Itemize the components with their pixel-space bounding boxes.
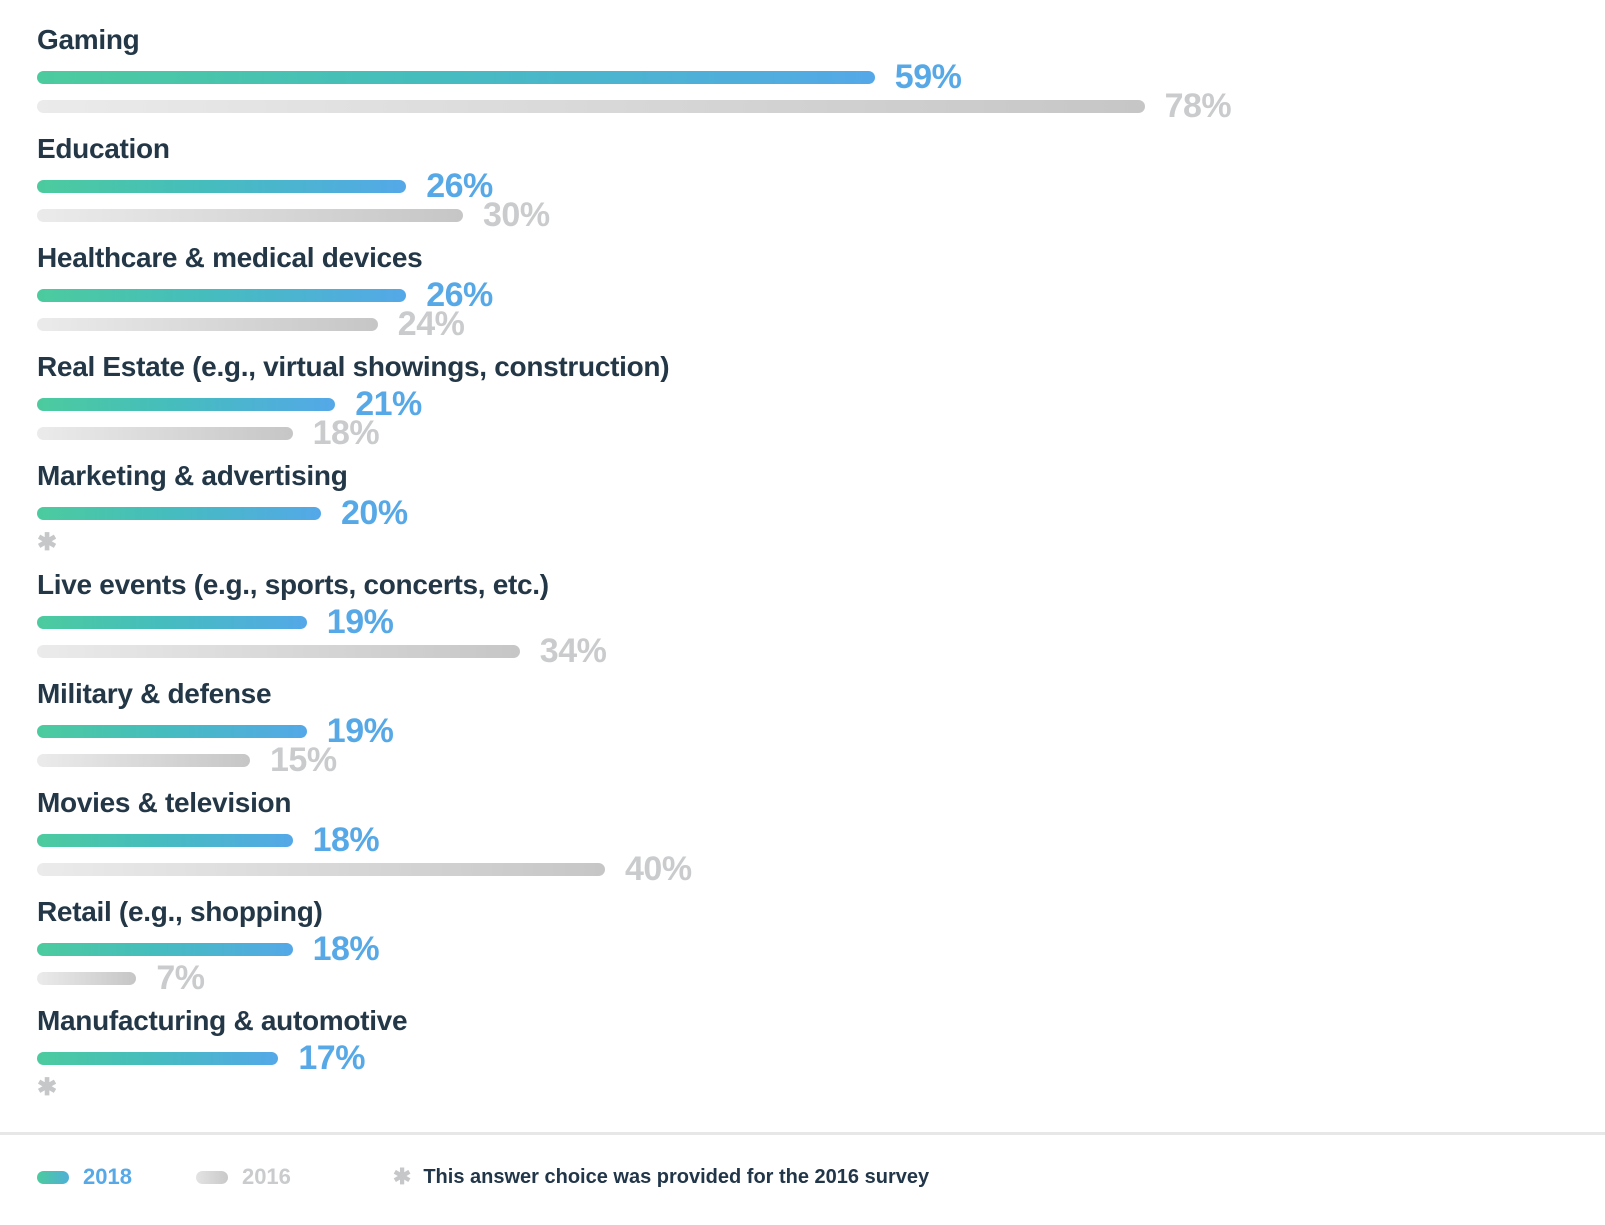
bar-2018 xyxy=(37,180,407,193)
bar-2016 xyxy=(37,645,520,658)
bar-line-2018: 21% xyxy=(37,385,1605,423)
category-label: Military & defense xyxy=(37,678,272,709)
bar-line-2016-missing: ✱ xyxy=(37,528,1605,557)
value-label-2018: 17% xyxy=(298,1039,365,1077)
category-label: Manufacturing & automotive xyxy=(37,1005,408,1036)
bar-line-2016: 40% xyxy=(37,850,1605,888)
bar-line-2018: 26% xyxy=(37,167,1605,205)
category-label: Education xyxy=(37,133,170,164)
bar-2016 xyxy=(37,754,250,767)
category-label: Gaming xyxy=(37,24,140,55)
chart-row-education: Education 26% 30% xyxy=(37,133,1605,234)
value-label-2018: 19% xyxy=(326,712,394,750)
bar-line-2016: 24% xyxy=(37,305,1605,343)
bar-line-2018: 19% xyxy=(37,603,1605,641)
bar-2018 xyxy=(37,616,307,629)
chart-row-healthcare: Healthcare & medical devices 26% 24% xyxy=(37,242,1605,343)
bar-2016 xyxy=(37,972,137,985)
chart-row-manufacturing: Manufacturing & automotive 17% ✱ xyxy=(37,1007,1605,1102)
bar-2016 xyxy=(37,100,1145,113)
asterisk-icon: ✱ xyxy=(37,529,58,556)
bar-line-2016: 34% xyxy=(37,632,1605,670)
value-label-2018: 18% xyxy=(312,821,380,859)
bar-2016 xyxy=(37,318,378,331)
legend-label-2016: 2016 xyxy=(241,1164,291,1189)
bar-line-2018: 20% xyxy=(37,494,1605,532)
value-label-2016: 78% xyxy=(1164,87,1232,125)
bar-line-2018: 59% xyxy=(37,58,1605,96)
bar-line-2016: 7% xyxy=(37,959,1605,997)
bar-line-2018: 26% xyxy=(37,276,1605,314)
value-label-2016: 15% xyxy=(270,741,337,779)
value-label-2018: 20% xyxy=(341,494,408,532)
value-label-2018: 18% xyxy=(312,930,380,968)
bar-line-2018: 19% xyxy=(37,712,1605,750)
bar-2018 xyxy=(37,1052,279,1065)
bar-2018 xyxy=(37,834,293,847)
bar-2018 xyxy=(37,725,307,738)
asterisk-icon: ✱ xyxy=(392,1164,412,1189)
divider-line xyxy=(0,1132,1605,1135)
bar-2018 xyxy=(37,289,407,302)
bar-chart: Gaming 59% 78% Education 26% 30% Healthc… xyxy=(37,24,1605,1102)
value-label-2018: 59% xyxy=(894,58,962,96)
value-label-2016: 30% xyxy=(483,196,550,234)
legend-item-2016: 2016 xyxy=(195,1161,291,1193)
category-label: Marketing & advertising xyxy=(37,460,348,491)
value-label-2016: 18% xyxy=(312,414,380,452)
bar-2016 xyxy=(37,209,463,222)
legend-label-2018: 2018 xyxy=(83,1164,132,1189)
category-label: Live events (e.g., sports, concerts, etc… xyxy=(37,569,549,600)
category-label: Healthcare & medical devices xyxy=(37,242,423,273)
chart-row-live-events: Live events (e.g., sports, concerts, etc… xyxy=(37,569,1605,670)
legend-swatch-2016-icon xyxy=(195,1170,228,1184)
bar-2018 xyxy=(37,943,293,956)
bar-2018 xyxy=(37,398,336,411)
value-label-2016: 40% xyxy=(625,850,692,888)
chart-row-movies: Movies & television 18% 40% xyxy=(37,787,1605,888)
bar-line-2016: 78% xyxy=(37,87,1605,125)
value-label-2018: 26% xyxy=(426,167,493,205)
bar-line-2018: 17% xyxy=(37,1039,1605,1077)
value-label-2016: 34% xyxy=(539,632,607,670)
category-label: Movies & television xyxy=(37,787,292,818)
category-label: Real Estate (e.g., virtual showings, con… xyxy=(37,351,670,382)
bar-line-2016: 18% xyxy=(37,414,1605,452)
chart-row-real-estate: Real Estate (e.g., virtual showings, con… xyxy=(37,351,1605,452)
bar-2016 xyxy=(37,427,293,440)
bar-line-2016: 30% xyxy=(37,196,1605,234)
chart-row-military: Military & defense 19% 15% xyxy=(37,678,1605,779)
bar-2016 xyxy=(37,863,605,876)
legend-footnote: ✱ This answer choice was provided for th… xyxy=(393,1161,929,1193)
bar-2018 xyxy=(37,71,875,84)
value-label-2018: 19% xyxy=(326,603,394,641)
legend-swatch-2018-icon xyxy=(37,1170,69,1184)
category-label: Retail (e.g., shopping) xyxy=(37,896,323,927)
chart-row-marketing: Marketing & advertising 20% ✱ xyxy=(37,462,1605,557)
legend-item-2018: 2018 xyxy=(37,1161,132,1193)
bar-line-2016: 15% xyxy=(37,741,1605,779)
footnote-text: This answer choice was provided for the … xyxy=(423,1166,930,1188)
value-label-2018: 21% xyxy=(355,385,422,423)
bar-2018 xyxy=(37,507,321,520)
bar-line-2018: 18% xyxy=(37,930,1605,968)
value-label-2018: 26% xyxy=(426,276,493,314)
asterisk-icon: ✱ xyxy=(37,1074,58,1101)
value-label-2016: 7% xyxy=(156,959,205,997)
bar-line-2018: 18% xyxy=(37,821,1605,859)
chart-row-gaming: Gaming 59% 78% xyxy=(37,24,1605,125)
legend: 2018 2016 ✱ This answer choice was provi… xyxy=(37,1161,1605,1193)
value-label-2016: 24% xyxy=(397,305,465,343)
chart-row-retail: Retail (e.g., shopping) 18% 7% xyxy=(37,896,1605,997)
bar-line-2016-missing: ✱ xyxy=(37,1073,1605,1102)
